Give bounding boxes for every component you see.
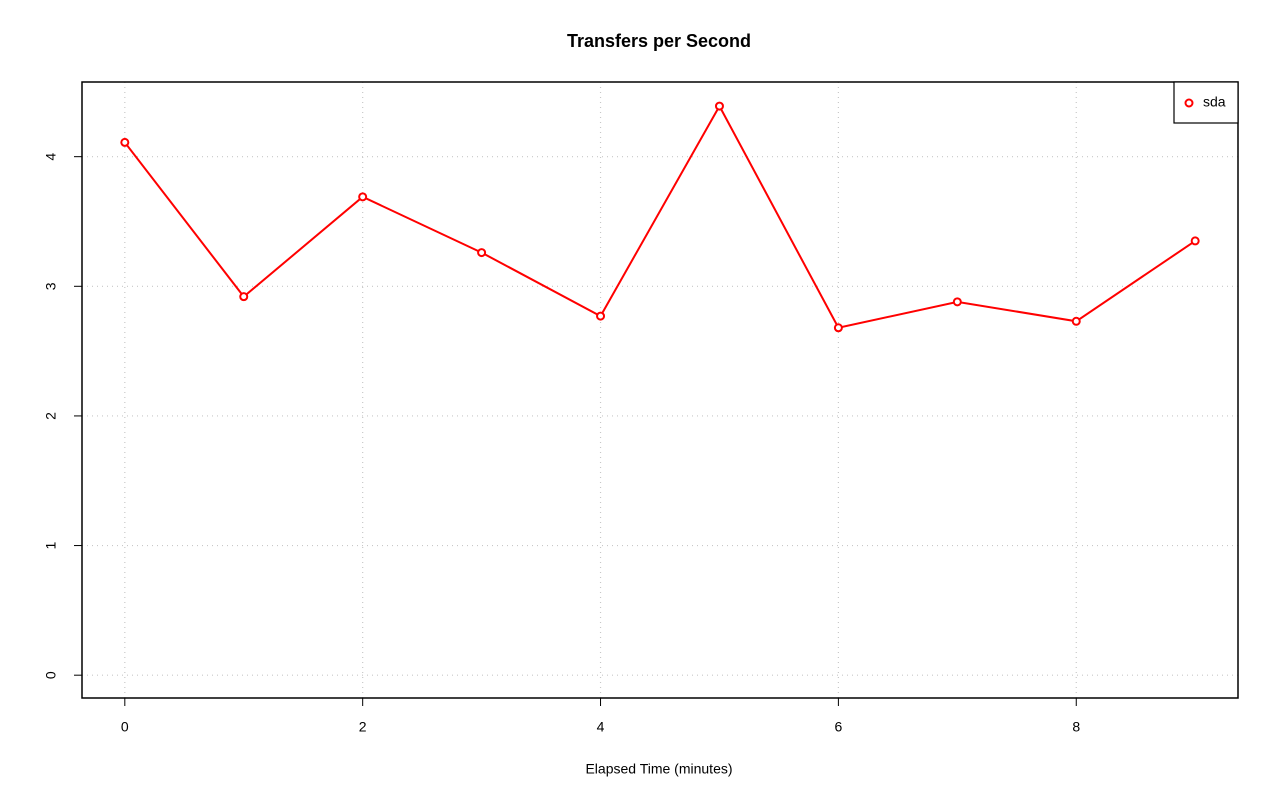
data-point <box>477 248 487 258</box>
legend-marker <box>1184 98 1194 108</box>
y-tick-label: 2 <box>43 412 59 420</box>
y-tick-label: 4 <box>43 153 59 161</box>
x-tick-label: 4 <box>597 719 605 735</box>
y-tick-label: 1 <box>43 541 59 549</box>
data-point <box>120 137 130 147</box>
y-tick-label: 3 <box>43 282 59 290</box>
series-line <box>124 104 1196 329</box>
data-point <box>714 101 724 111</box>
data-point <box>596 311 606 321</box>
data-point <box>1190 236 1200 246</box>
x-tick-label: 8 <box>1072 719 1080 735</box>
chart-title: Transfers per Second <box>567 31 751 51</box>
legend-label: sda <box>1203 94 1226 110</box>
data-point <box>833 323 843 333</box>
data-point <box>358 192 368 202</box>
x-tick-label: 2 <box>359 719 367 735</box>
y-tick-label: 0 <box>43 671 59 679</box>
x-tick-label: 6 <box>834 719 842 735</box>
x-axis-title: Elapsed Time (minutes) <box>585 761 732 777</box>
x-tick-label: 0 <box>121 719 129 735</box>
data-point <box>1071 316 1081 326</box>
data-point <box>239 292 249 302</box>
data-point <box>952 297 962 307</box>
